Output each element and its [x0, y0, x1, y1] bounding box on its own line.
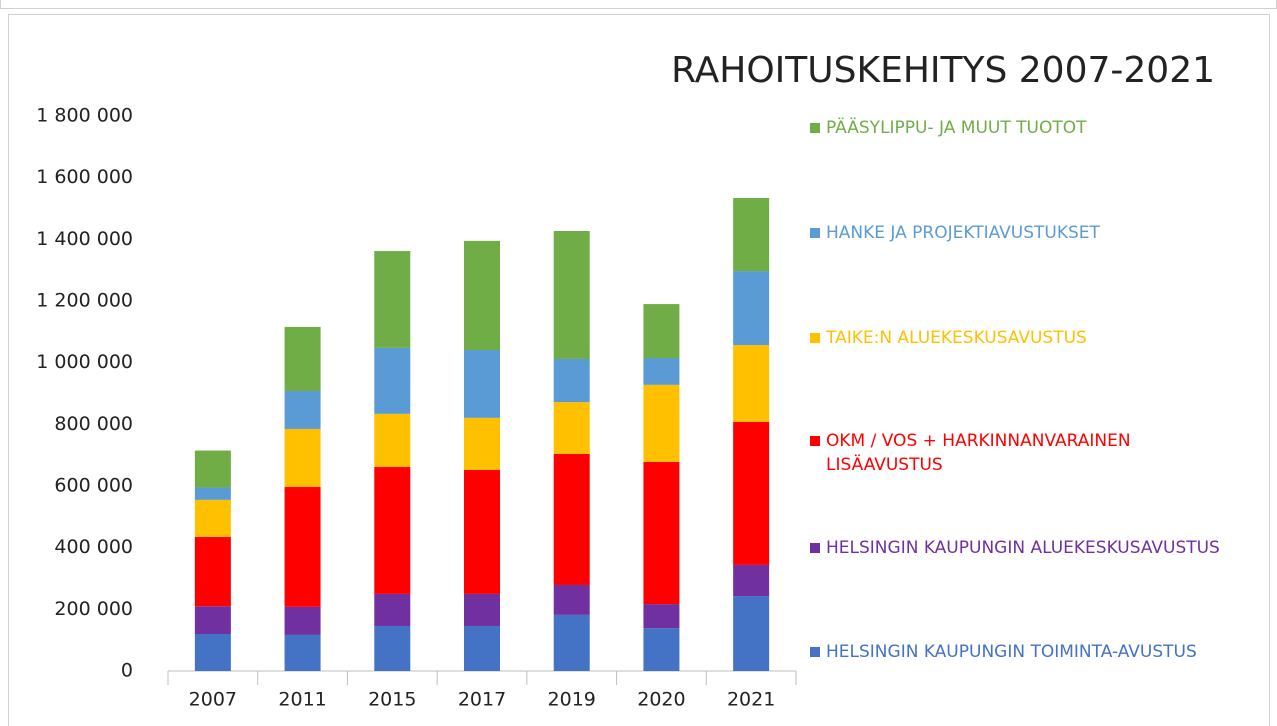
legend-label: HELSINGIN KAUPUNGIN TOIMINTA-AVUSTUS: [826, 642, 1197, 662]
y-tick-label: 0: [121, 660, 133, 682]
bar-segment: [194, 487, 231, 500]
legend-swatch: [810, 333, 820, 343]
bar-segment: [733, 271, 770, 346]
bar-segment: [374, 625, 411, 671]
bar-segment: [284, 391, 321, 429]
bar-segment: [284, 326, 321, 392]
y-tick-label: 400 000: [54, 536, 133, 558]
bar-segment: [733, 564, 770, 597]
bar-segment: [643, 384, 680, 462]
bar-segment: [643, 304, 680, 359]
x-tick-label: 2017: [458, 689, 506, 711]
legend-label: HANKE JA PROJEKTIAVUSTUKSET: [826, 223, 1100, 243]
bar-segment: [194, 499, 231, 537]
x-tick-label: 2007: [189, 689, 237, 711]
bar-segment: [643, 628, 680, 671]
y-tick-label: 600 000: [54, 475, 133, 497]
bar-segment: [464, 240, 500, 351]
bar-segment: [553, 358, 590, 403]
bar-segment: [284, 486, 321, 607]
bar-segment: [643, 461, 680, 605]
bar-segment: [643, 604, 680, 629]
legend-swatch: [810, 647, 820, 657]
bar-segment: [553, 453, 590, 585]
bar-segment: [464, 593, 500, 626]
x-tick-label: 2021: [727, 689, 775, 711]
bar-segment: [464, 350, 500, 418]
bar-segment: [733, 198, 770, 272]
legend-swatch: [810, 228, 820, 238]
bar-segment: [374, 466, 411, 594]
legend-swatch: [810, 543, 820, 553]
x-tick-label: 2019: [548, 689, 596, 711]
legend-label: HELSINGIN KAUPUNGIN ALUEKESKUSAVUSTUS: [826, 538, 1220, 558]
legend-item: HANKE JA PROJEKTIAVUSTUKSET: [810, 221, 1226, 245]
legend-item: PÄÄSYLIPPU- JA MUUT TUOTOT: [810, 116, 1226, 140]
x-tick-label: 2011: [278, 689, 326, 711]
legend-item: HELSINGIN KAUPUNGIN ALUEKESKUSAVUSTUS: [810, 536, 1226, 560]
bar-segment: [374, 593, 411, 626]
legend-item: OKM / VOS + HARKINNANVARAINEN LISÄAVUSTU…: [810, 429, 1226, 477]
bar-segment: [194, 450, 231, 488]
bar-segment: [194, 606, 231, 634]
y-tick-label: 1 800 000: [36, 105, 133, 127]
bar-segment: [733, 596, 770, 671]
y-tick-label: 1 200 000: [36, 290, 133, 312]
bar-segment: [464, 625, 500, 671]
y-tick-label: 1 400 000: [36, 228, 133, 250]
legend-swatch: [810, 436, 820, 446]
bar-segment: [464, 417, 500, 470]
legend-label: PÄÄSYLIPPU- JA MUUT TUOTOT: [826, 118, 1087, 138]
bar-segment: [553, 614, 590, 671]
legend-label: TAIKE:N ALUEKESKUSAVUSTUS: [826, 328, 1087, 348]
y-tick-label: 800 000: [54, 413, 133, 435]
bar-segment: [194, 634, 231, 671]
bar-segment: [374, 347, 411, 414]
bar-segment: [733, 421, 770, 565]
y-tick-label: 200 000: [54, 598, 133, 620]
bar-segment: [553, 584, 590, 615]
bar-segment: [194, 536, 231, 607]
bar-segment: [284, 606, 321, 635]
legend-swatch: [810, 123, 820, 133]
bar-segment: [374, 251, 411, 348]
x-tick-label: 2015: [368, 689, 416, 711]
bar-segment: [733, 345, 770, 422]
bar-segment: [643, 358, 680, 385]
legend-item: HELSINGIN KAUPUNGIN TOIMINTA-AVUSTUS: [810, 640, 1226, 664]
bar-segment: [284, 428, 321, 487]
chart-title: RAHOITUSKEHITYS 2007-2021: [671, 50, 1215, 91]
legend-item: TAIKE:N ALUEKESKUSAVUSTUS: [810, 326, 1226, 350]
chart-frame: [8, 14, 1270, 726]
y-tick-label: 1 000 000: [36, 351, 133, 373]
x-tick-label: 2020: [637, 689, 685, 711]
bar-segment: [464, 469, 500, 594]
legend-label: OKM / VOS + HARKINNANVARAINEN LISÄAVUSTU…: [826, 431, 1131, 475]
y-tick-label: 1 600 000: [36, 166, 133, 188]
bar-segment: [374, 413, 411, 467]
bar-segment: [553, 231, 590, 359]
bar-segment: [553, 402, 590, 454]
bar-segment: [284, 634, 321, 671]
